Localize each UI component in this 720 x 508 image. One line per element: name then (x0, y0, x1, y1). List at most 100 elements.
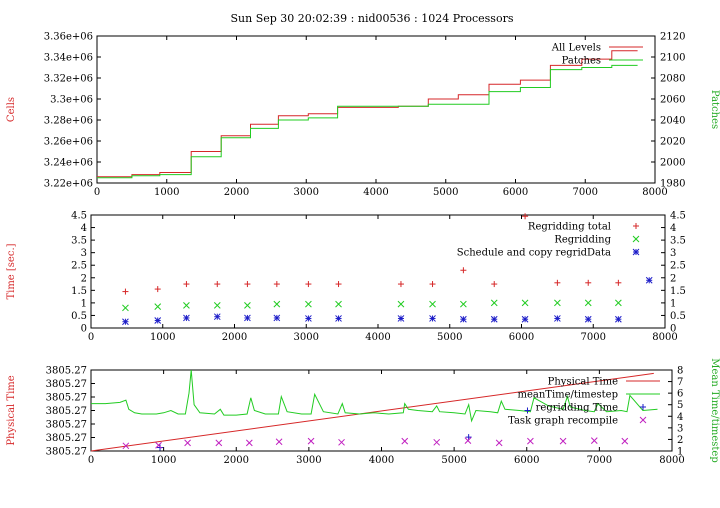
panel2-point-d2 (244, 302, 251, 309)
panel1-y2tick-label: 2120 (660, 32, 685, 43)
panel3-point-d2 (184, 439, 191, 447)
panel3-ytick-label: 3805.27 (46, 447, 87, 458)
panel2-ytick-label: 3.5 (71, 236, 87, 247)
panel3-y2tick-label: 2 (677, 435, 683, 446)
panel2-point-d2 (305, 315, 312, 322)
panel2-point-d2 (397, 315, 405, 322)
panel2-point-d2 (521, 315, 529, 323)
panel1-xtick-label: 6000 (503, 187, 528, 198)
panel3-y2tick-label: 4 (677, 412, 683, 423)
panel3-series-2 (91, 369, 658, 423)
panel3-point-d2 (464, 437, 472, 444)
panel1-series-2 (97, 64, 638, 179)
panel3-xtick-label: 1000 (151, 455, 176, 466)
panel3-y2tick-label: 6 (677, 389, 683, 400)
panel1-y2tick-label: 2000 (660, 158, 685, 169)
figure-title: Sun Sep 30 20:02:39 : nid00536 : 1024 Pr… (231, 12, 514, 25)
panel3-xtick-label: 8000 (659, 455, 684, 466)
panel2-point-d2 (335, 315, 342, 322)
panel2-point-d2 (154, 303, 162, 311)
panel1-legend-label: All Levels (551, 43, 601, 54)
panel1-legend-label: Patches (562, 56, 601, 67)
panel3-point-d2 (401, 437, 409, 445)
panel2-legend-label: Schedule and copy regridData (457, 248, 611, 259)
panel3-y2tick-label: 5 (677, 400, 683, 411)
panel3-y2tick-label: 3 (677, 423, 683, 434)
panel1-xtick-label: 7000 (573, 187, 598, 198)
panel1-ytick-label: 3.36e+06 (44, 32, 93, 43)
panel3-legend-key (640, 404, 646, 410)
panel2-xtick-label: 6000 (509, 332, 534, 343)
panel3-ytick-label: 3805.27 (46, 379, 87, 390)
panel3-legend-label: Physical Time (548, 377, 618, 388)
panel2-xtick-label: 5000 (437, 332, 462, 343)
panel2-y2tick-label: 3 (670, 248, 676, 259)
panel2-series-3 (122, 276, 653, 326)
panel3-legend-label: regridding Time (536, 403, 618, 414)
panel2-point-d2 (584, 299, 592, 307)
panel2-point-d2 (490, 315, 498, 323)
panel2-legend-label: Regridding (554, 235, 611, 246)
panel3-series-3 (156, 407, 531, 451)
panel1-y2tick-label: 2080 (660, 74, 685, 85)
panel2-xtick-label: 7000 (581, 332, 606, 343)
panel1-y2tick-label: 2020 (660, 137, 685, 148)
panel2-legend-key (632, 248, 640, 256)
panel2-point-d2 (645, 276, 653, 284)
panel2-point-d2 (615, 299, 622, 307)
panel3-xtick-label: 0 (88, 455, 94, 466)
panel2-ytick-label: 4 (81, 223, 87, 234)
panel3-legend-marker-d2 (639, 416, 647, 424)
panel1-xtick-label: 3000 (294, 187, 319, 198)
panel3-point-d2 (215, 439, 223, 447)
panel3-xtick-label: 2000 (224, 455, 249, 466)
panel1-ytick-label: 3.26e+06 (44, 137, 93, 148)
panel2-point-d2 (490, 299, 498, 307)
panel2-point-d2 (554, 315, 561, 322)
panel2-point-d2 (584, 315, 592, 323)
panel3-xtick-label: 4000 (369, 455, 394, 466)
panel2-point-d2 (521, 299, 529, 307)
panel2-point-d2 (615, 315, 622, 323)
panel1-ytick-label: 3.34e+06 (44, 53, 93, 64)
panel3-legend-label: Task graph recompile (508, 416, 618, 427)
panel1-xtick-label: 0 (94, 187, 100, 198)
panel2-point-d2 (460, 300, 467, 308)
panel3-point-d2 (122, 442, 130, 450)
panel1-y2tick-label: 2040 (660, 116, 685, 127)
panel1-series-line (97, 64, 638, 179)
panel2-y2tick-label: 1 (670, 298, 676, 309)
panel3-point-d2 (621, 437, 629, 445)
panel3-point-d2 (155, 441, 162, 449)
panel2-xtick-label: 3000 (294, 332, 319, 343)
panel3-legend-key (639, 416, 647, 424)
panel2-y2tick-label: 3.5 (670, 236, 686, 247)
panel1-ytick-label: 3.32e+06 (44, 74, 93, 85)
panel2-point-d2 (305, 300, 312, 308)
panel1-y2label: Patches (709, 90, 720, 129)
panel3-xtick-label: 3000 (296, 455, 321, 466)
panel1-ylabel: Cells (6, 97, 17, 122)
panel2-legend-marker-d2 (632, 248, 640, 256)
panel2-ytick-label: 0.5 (71, 311, 87, 322)
panel2-point-d2 (183, 314, 190, 322)
panel2-point-d2 (122, 318, 129, 326)
panel3-y2tick-label: 7 (677, 377, 683, 388)
panel1-ytick-label: 3.24e+06 (44, 158, 93, 169)
panel3-point-d2 (495, 439, 503, 447)
panel2-y2tick-label: 1.5 (670, 286, 686, 297)
panel1-ytick-label: 3.3e+06 (50, 95, 93, 106)
panel3-point-d2 (590, 437, 598, 444)
panel3-point-d2 (338, 438, 345, 446)
panel2-point-d2 (154, 317, 162, 324)
panel3-legend-label: meanTime/timestep (517, 390, 618, 401)
panel2-xtick-label: 4000 (365, 332, 390, 343)
panel3-y2tick-label: 8 (677, 366, 683, 377)
panel2-point-d2 (273, 300, 281, 308)
panel2-legend-label: Regridding total (528, 222, 611, 233)
panel2-y2tick-label: 4.5 (670, 211, 686, 222)
panel2-point-d2 (273, 314, 281, 322)
panel2-point-d2 (122, 304, 129, 312)
panel1-y2tick-label: 1980 (660, 179, 685, 190)
